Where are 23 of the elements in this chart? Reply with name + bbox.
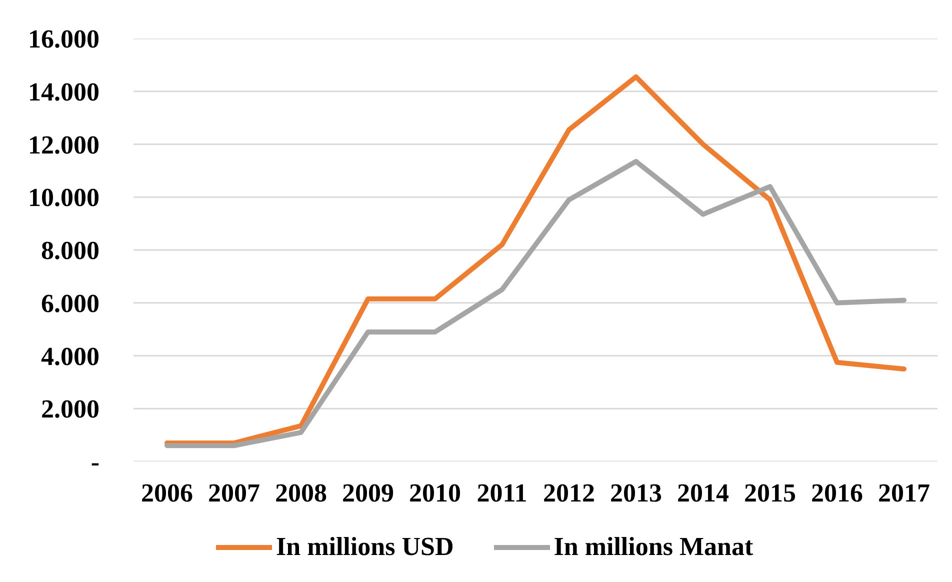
x-tick-label: 2008 [275, 478, 327, 508]
y-tick-label: 6.000 [41, 288, 100, 318]
x-tick-label: 2011 [476, 478, 528, 508]
y-tick-label: 16.000 [28, 24, 100, 54]
x-tick-label: 2010 [409, 478, 461, 508]
legend-label: In millions Manat [554, 532, 754, 562]
legend-label: In millions USD [276, 532, 454, 562]
x-tick-label: 2009 [342, 478, 394, 508]
x-tick-label: 2013 [610, 478, 662, 508]
x-tick-label: 2007 [208, 478, 260, 508]
y-tick-label: 8.000 [41, 236, 100, 265]
y-tick-label: 4.000 [41, 342, 100, 371]
x-tick-label: 2006 [141, 478, 193, 508]
y-tick-label: 10.000 [28, 183, 100, 212]
x-tick-label: 2016 [811, 478, 863, 508]
x-tick-label: 2014 [677, 478, 729, 508]
y-tick-label: - [90, 448, 100, 476]
x-tick-label: 2012 [543, 478, 595, 508]
x-tick-label: 2017 [878, 478, 930, 508]
y-tick-label: 14.000 [28, 77, 100, 106]
y-tick-label: 2.000 [41, 394, 100, 424]
x-tick-label: 2015 [744, 478, 796, 508]
y-tick-label: 12.000 [28, 130, 100, 160]
